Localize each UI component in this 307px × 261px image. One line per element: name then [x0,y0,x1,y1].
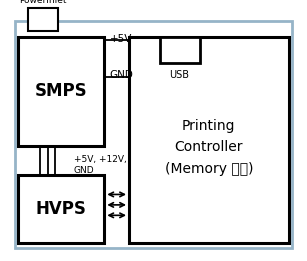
Bar [18,175,104,243]
Bar [28,8,58,31]
Bar [15,21,292,248]
Text: HVPS: HVPS [36,200,87,218]
Text: Printing
Controller
(Memory 포함): Printing Controller (Memory 포함) [165,119,253,176]
Text: USB: USB [169,70,190,80]
Text: +5V: +5V [110,34,132,44]
Text: PowerInlet: PowerInlet [19,0,67,5]
Text: +5V, +12V,
GND: +5V, +12V, GND [74,155,126,175]
Bar [18,37,104,146]
Bar [160,37,200,63]
Text: SMPS: SMPS [35,82,88,100]
Text: GND: GND [110,70,134,80]
Bar [129,37,289,243]
